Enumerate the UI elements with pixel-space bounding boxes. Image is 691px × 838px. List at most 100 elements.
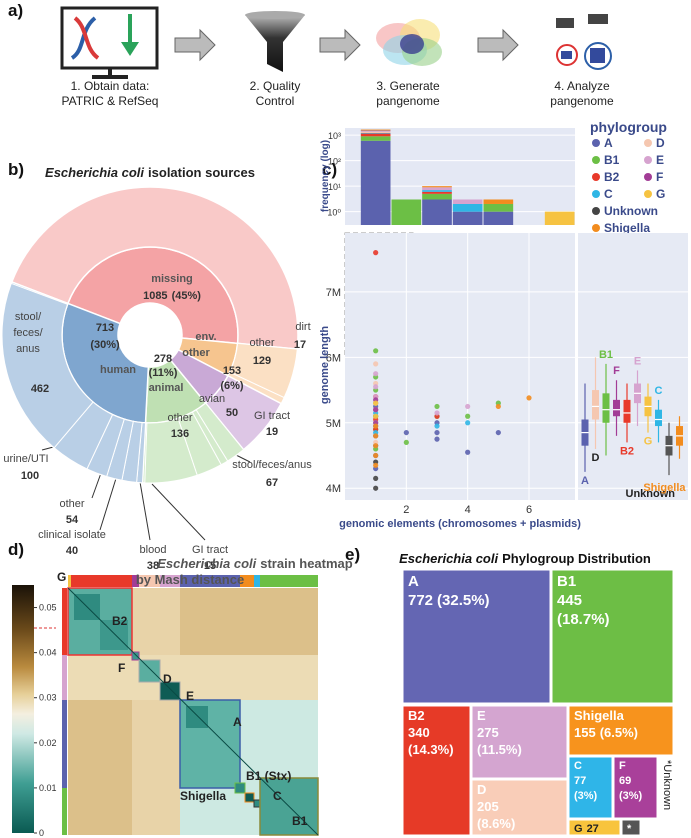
y-tick-label: 10⁰ (327, 208, 341, 218)
hist-bar (360, 136, 391, 141)
treemap-tile (613, 756, 658, 819)
y-tick-label: 6M (326, 352, 341, 364)
scatter-point (373, 485, 379, 491)
child-label: avian (199, 393, 225, 405)
block (100, 620, 128, 650)
legend-label: B2 (604, 170, 620, 184)
cluster-label: E (186, 689, 194, 703)
tile-label-part: (14.3%) (408, 742, 454, 757)
panel-label: d) (8, 540, 24, 559)
tile-label-part: 77 (574, 775, 586, 787)
scatter-point (434, 403, 440, 410)
tile-label-part: F (619, 760, 626, 772)
scatter-point (495, 403, 501, 410)
tile-label: (18.7%) (557, 611, 610, 628)
legend-swatch (592, 224, 600, 232)
hist-bar (422, 199, 452, 225)
x-tick-label: 2 (403, 504, 409, 516)
source-value: 1085 (45%) (143, 290, 201, 302)
diagonal (67, 587, 319, 836)
tile-label: B2 (408, 708, 425, 723)
tile-label-part: * (627, 823, 632, 835)
scatter-point (403, 439, 409, 446)
sunburst-child (144, 417, 198, 484)
footnote: *Unknown (661, 760, 673, 810)
tile-label: B1 (557, 573, 576, 590)
cluster-label: A (233, 715, 242, 729)
tile-label: 772 (32.5%) (408, 592, 490, 609)
treemap-tile (621, 819, 641, 836)
cluster (556, 44, 578, 66)
colorbar (12, 585, 34, 833)
scatter-point (373, 384, 379, 390)
child-label: GI tract (254, 410, 290, 422)
child-label: stool/ (15, 311, 42, 323)
scatter-point (373, 452, 379, 459)
scatter-point (373, 361, 379, 367)
cluster-label: B2 (112, 614, 128, 628)
tile-label: G 27 (574, 823, 599, 835)
block-b1stx (234, 782, 246, 794)
child-label: feces/ (13, 327, 43, 339)
hist-bar (544, 211, 575, 225)
panel-title-part: Phylogroup Distribution (502, 551, 651, 566)
scatter-point (434, 436, 440, 442)
panel-label: e) (345, 545, 360, 564)
legend-label: E (656, 153, 664, 167)
tile-label: 69 (619, 775, 631, 787)
hist-bar (391, 199, 422, 225)
top-bar (68, 575, 71, 587)
child-value: 54 (66, 514, 79, 526)
box-label: Shigella (643, 482, 686, 494)
treemap-tile (402, 569, 551, 704)
child-value: 50 (226, 407, 238, 419)
tile-label-part: G (574, 823, 583, 835)
hist-bar (483, 211, 514, 225)
tile-label: Shigella (574, 708, 625, 723)
tile-label-part: 445 (557, 592, 582, 609)
source-value: 278 (154, 353, 172, 365)
tile-label-part: E (477, 708, 486, 723)
tile-label-part: 205 (477, 799, 499, 814)
step-label: 2. Quality (250, 79, 301, 93)
hist-bar (422, 186, 452, 188)
treemap-tile (551, 569, 674, 704)
child-value: 67 (266, 477, 278, 489)
tile-label-part: B2 (408, 708, 425, 723)
cluster-label: F (118, 661, 125, 675)
box (655, 409, 662, 427)
treemap-tile (471, 779, 568, 836)
hist-bar (422, 191, 452, 194)
child-value: 40 (66, 545, 78, 557)
tile-label: * (627, 823, 632, 835)
x-tick-label: 6 (526, 504, 532, 516)
tile-label-part: C (574, 760, 582, 772)
child-label: anus (16, 343, 40, 355)
scatter-point (373, 413, 379, 419)
child-label: other (167, 412, 192, 424)
cluster (584, 42, 612, 70)
y-axis-label: frequency (log) (320, 140, 331, 212)
tile-label-part: B1 (557, 573, 576, 590)
child-value: 15 (204, 560, 216, 572)
panel-label: b) (8, 160, 24, 179)
child-value: 462 (31, 383, 49, 395)
box-label: B1 (599, 349, 613, 361)
source-label: env. (195, 331, 216, 343)
scatter-point (434, 410, 440, 416)
leader (139, 481, 151, 541)
tile-label: 205 (477, 799, 499, 814)
child-value: 100 (21, 470, 39, 482)
source-label: missing (151, 273, 193, 285)
sunburst-child (1, 282, 94, 449)
leader (99, 471, 119, 531)
tile-label-part: (11.5%) (477, 742, 522, 757)
tile-label-part: (3%) (619, 790, 643, 802)
hist-bar (422, 190, 452, 192)
tile-label-part: (3%) (574, 790, 598, 802)
box-label: F (613, 365, 620, 377)
colorbar-label: 0.03 (39, 693, 57, 703)
scatter-point (373, 250, 379, 256)
cluster-label: B1 (Stx) (246, 769, 291, 783)
cluster (588, 14, 608, 24)
